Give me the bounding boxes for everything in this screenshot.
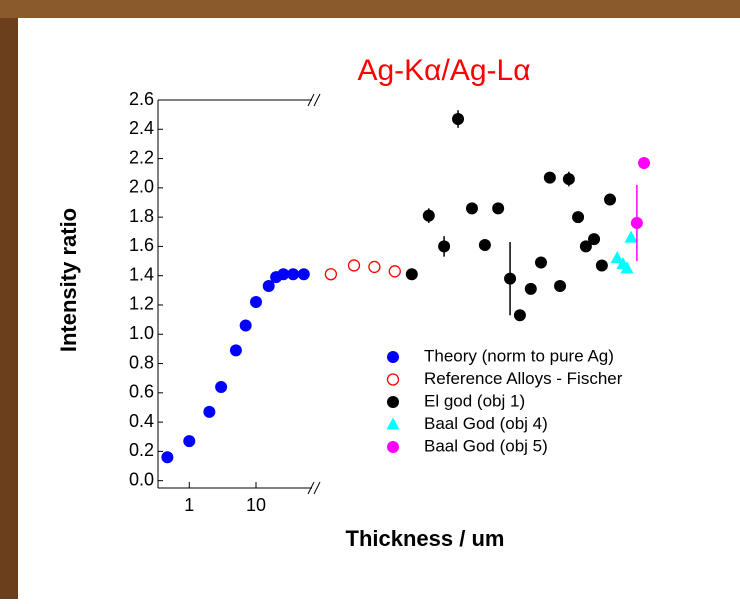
y-tick-label: 0.8 bbox=[129, 352, 154, 372]
data-point bbox=[183, 435, 196, 448]
data-point bbox=[239, 319, 252, 332]
data-point bbox=[572, 211, 585, 224]
data-point bbox=[347, 259, 361, 272]
data-point bbox=[478, 238, 491, 251]
data-point bbox=[452, 113, 465, 126]
axes bbox=[157, 93, 321, 495]
chart-title: Ag-Kα/Ag-Lα bbox=[357, 54, 530, 87]
y-tick-label: 2.4 bbox=[129, 118, 154, 138]
y-tick-label: 0.4 bbox=[129, 411, 154, 431]
y-tick-label: 2.2 bbox=[129, 147, 154, 167]
legend-label: El god (obj 1) bbox=[424, 391, 525, 410]
data-point bbox=[595, 259, 608, 272]
axis-break bbox=[307, 481, 315, 495]
data-point bbox=[535, 256, 547, 269]
y-tick-label: 0.6 bbox=[129, 382, 154, 402]
data-point bbox=[405, 268, 418, 281]
data-point bbox=[524, 282, 537, 295]
data-point bbox=[554, 279, 567, 292]
data-point bbox=[492, 202, 505, 215]
x-tick-label: 10 bbox=[246, 495, 266, 515]
data-point bbox=[513, 309, 526, 322]
data-point bbox=[203, 405, 216, 418]
legend-label: Baal God (obj 4) bbox=[424, 414, 548, 433]
data-point bbox=[638, 156, 651, 169]
legend-label: Baal God (obj 5) bbox=[424, 436, 548, 455]
data-point bbox=[620, 261, 634, 274]
data-point bbox=[324, 268, 338, 281]
data-point bbox=[504, 272, 517, 285]
y-tick-label: 2.6 bbox=[129, 89, 154, 109]
data-point bbox=[588, 233, 601, 246]
y-tick-label: 1.6 bbox=[129, 235, 154, 255]
y-tick-label: 0.2 bbox=[129, 440, 154, 460]
data-point bbox=[388, 265, 401, 278]
axis-break bbox=[307, 93, 315, 107]
data-point bbox=[215, 380, 228, 393]
data-point bbox=[562, 173, 575, 186]
y-tick-label: 0.0 bbox=[129, 469, 154, 489]
data-point bbox=[287, 268, 300, 281]
legend-label: Reference Alloys - Fischer bbox=[424, 369, 623, 388]
axis-break bbox=[313, 93, 321, 107]
data-point bbox=[422, 209, 435, 222]
data-point bbox=[297, 268, 310, 281]
background-photo-strip bbox=[0, 0, 18, 599]
data-point bbox=[368, 260, 381, 274]
legend-marker bbox=[386, 373, 400, 386]
background-photo-strip bbox=[0, 0, 740, 18]
x-tick-label: 1 bbox=[184, 495, 194, 515]
axis-break bbox=[313, 481, 321, 495]
data-point bbox=[465, 202, 478, 215]
data-point bbox=[630, 216, 643, 229]
data-point bbox=[161, 451, 174, 464]
chart-background bbox=[18, 18, 740, 599]
data-point bbox=[250, 296, 263, 309]
y-tick-label: 1.2 bbox=[129, 294, 154, 314]
data-point bbox=[543, 171, 556, 184]
y-axis-label: Intensity ratio bbox=[56, 208, 81, 352]
legend-label: Theory (norm to pure Ag) bbox=[424, 346, 614, 365]
legend-marker bbox=[387, 396, 399, 408]
legend-marker bbox=[386, 417, 400, 430]
data-point bbox=[262, 279, 275, 292]
data-point bbox=[610, 251, 624, 264]
y-tick-label: 2.0 bbox=[129, 177, 154, 197]
data-point bbox=[579, 240, 592, 253]
data-point bbox=[277, 268, 290, 281]
y-tick-label: 1.4 bbox=[129, 264, 154, 284]
y-tick-label: 1.0 bbox=[129, 323, 154, 343]
data-point bbox=[229, 344, 242, 357]
legend-marker bbox=[387, 351, 399, 363]
data-point bbox=[604, 193, 617, 206]
data-point bbox=[438, 240, 451, 253]
data-point bbox=[624, 230, 638, 243]
y-tick-label: 1.8 bbox=[129, 206, 154, 226]
legend-marker bbox=[387, 441, 399, 453]
x-axis-label: Thickness / um bbox=[346, 526, 505, 551]
